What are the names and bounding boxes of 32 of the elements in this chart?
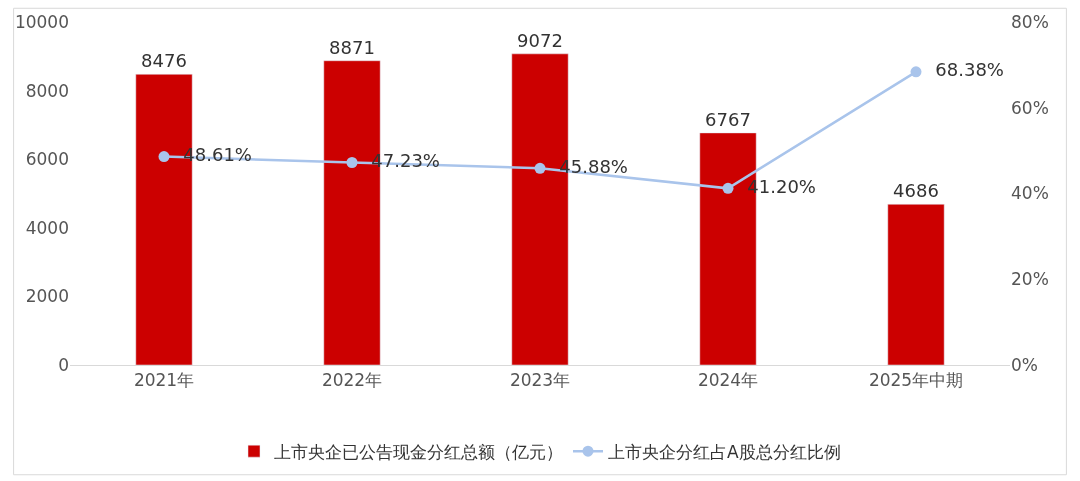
data-label: 9072 bbox=[517, 29, 563, 51]
data-label: 48.61% bbox=[171, 144, 252, 166]
x-tick-label: 2023年 bbox=[509, 370, 571, 391]
y-tick-label: 2000 bbox=[25, 286, 69, 307]
point bbox=[346, 157, 358, 168]
point bbox=[534, 162, 546, 174]
x-tick-label: 2022年 bbox=[321, 370, 383, 391]
y-tick-label: 8000 bbox=[25, 80, 69, 101]
y2-tick-label: 20% bbox=[1011, 269, 1049, 290]
data-label: 4686 bbox=[893, 180, 939, 202]
y2-tick-label: 80% bbox=[1011, 11, 1049, 32]
legend-label: 上市央企已公告现金分红总额（亿元） bbox=[274, 441, 563, 462]
y2-tick-label: 40% bbox=[1011, 183, 1049, 204]
data-label: 47.23% bbox=[359, 150, 440, 171]
y-tick-label: 4000 bbox=[25, 217, 69, 238]
point bbox=[158, 151, 170, 163]
data-label: 6767 bbox=[705, 108, 751, 130]
x-tick-label: 2025年中期 bbox=[868, 370, 964, 391]
point bbox=[722, 182, 734, 194]
y2-tick-label: 60% bbox=[1011, 97, 1049, 118]
data-label: 68.38% bbox=[923, 59, 1004, 81]
bar bbox=[887, 204, 945, 365]
x-tick-label: 2024年 bbox=[697, 370, 759, 391]
y-tick-label: 10000 bbox=[14, 11, 69, 32]
y-tick-label: 6000 bbox=[25, 149, 69, 170]
point bbox=[910, 66, 922, 78]
x-tick-label: 2021年 bbox=[133, 370, 195, 391]
data-label: 8871 bbox=[329, 36, 375, 58]
data-label: 8476 bbox=[141, 50, 187, 72]
y-tick-label: 0 bbox=[58, 354, 69, 375]
legend-label: 上市央企分红占A股总分红比例 bbox=[608, 441, 841, 462]
y2-tick-label: 0% bbox=[1011, 354, 1038, 375]
